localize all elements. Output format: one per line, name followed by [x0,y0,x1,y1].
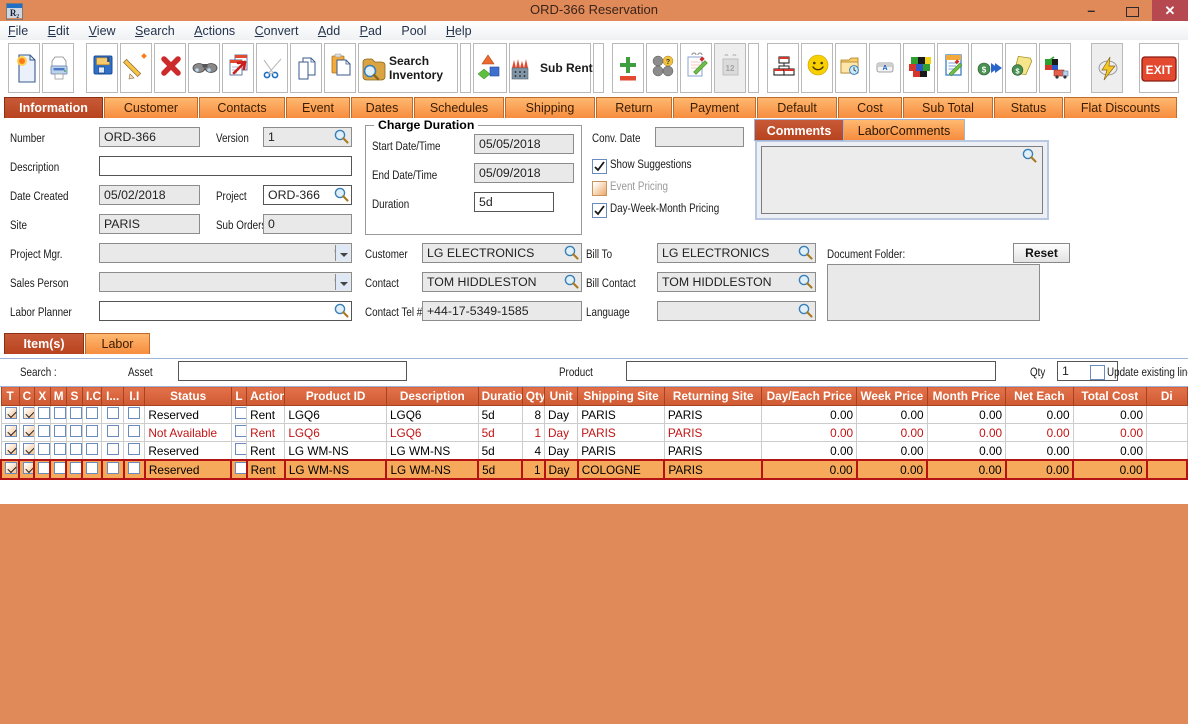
svg-text:?: ? [666,59,670,66]
svg-text:12: 12 [726,64,735,73]
svg-text:EXIT: EXIT [1146,63,1173,77]
svg-text:$: $ [982,66,987,75]
svg-text:A: A [882,65,887,72]
